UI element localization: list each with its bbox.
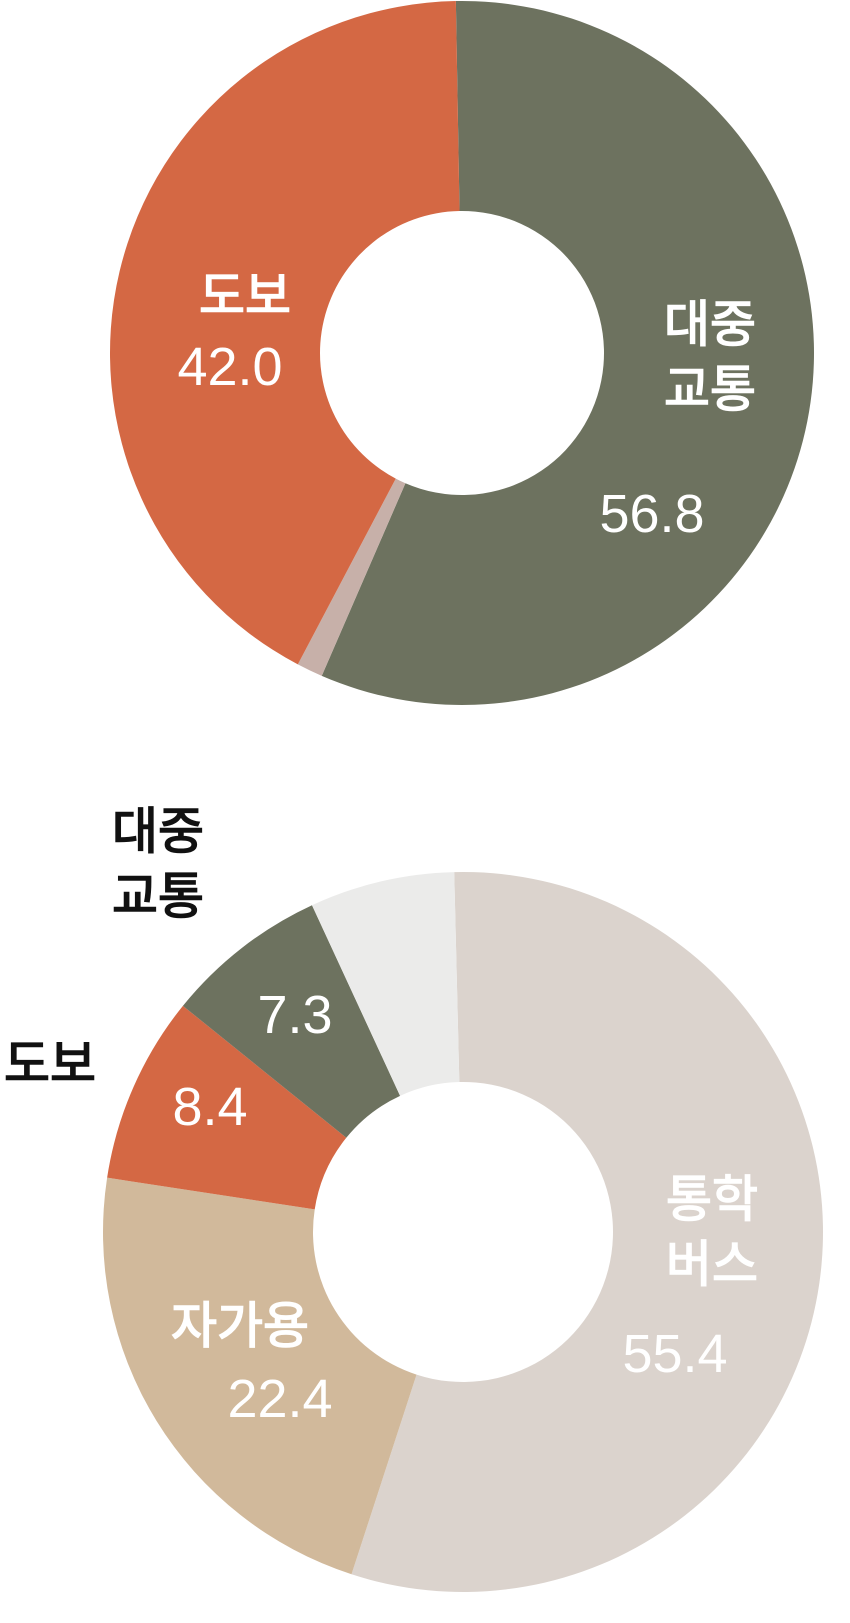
slice-walk (107, 1005, 347, 1210)
label-public: 교통 (112, 868, 204, 926)
slice-other (297, 478, 406, 676)
label-public: 대중 (112, 803, 204, 861)
value-label-public: 7.3 (257, 985, 332, 1045)
slice-car (102, 1177, 417, 1575)
label-public: 대중 (664, 296, 756, 354)
value-label-public: 56.8 (599, 484, 704, 544)
label-shuttle: 통학 (666, 1171, 758, 1229)
label-walk: 도보 (4, 1035, 96, 1093)
slice-public (321, 0, 815, 705)
label-walk: 도보 (199, 267, 291, 325)
label-public: 교통 (664, 361, 756, 419)
slice-walk (109, 1, 460, 665)
slice-public (182, 905, 401, 1138)
value-label-walk: 42.0 (177, 337, 282, 397)
slice-shuttle (351, 872, 823, 1593)
value-label-walk: 8.4 (172, 1077, 247, 1137)
label-shuttle: 버스 (666, 1236, 758, 1294)
value-label-car: 22.4 (227, 1369, 332, 1429)
value-label-shuttle: 55.4 (622, 1324, 727, 1384)
label-car: 자가용 (171, 1297, 309, 1355)
slice-other (311, 872, 460, 1096)
